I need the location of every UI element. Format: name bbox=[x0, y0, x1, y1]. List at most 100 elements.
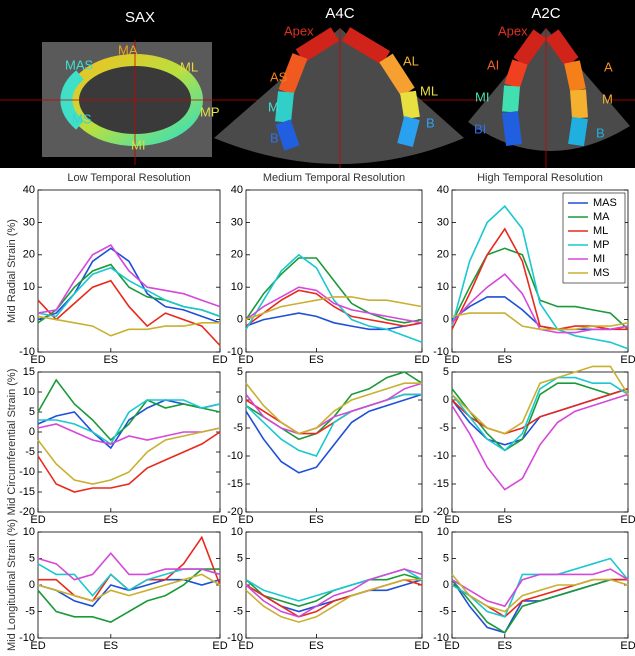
segment-label: A bbox=[604, 59, 613, 74]
plot-frame bbox=[246, 532, 422, 638]
y-tick-label: 30 bbox=[23, 216, 35, 228]
y-tick-label: 10 bbox=[231, 526, 243, 538]
y-tick-label: -10 bbox=[433, 450, 449, 462]
panel-title: High Temporal Resolution bbox=[477, 172, 603, 184]
x-tick-label: ES bbox=[103, 514, 118, 526]
x-tick-label: ES bbox=[309, 354, 324, 366]
segment-label: AI bbox=[487, 57, 499, 72]
x-tick-label: ED bbox=[620, 640, 635, 651]
x-tick-label: ED bbox=[238, 354, 253, 366]
y-tick-label: 10 bbox=[23, 281, 35, 293]
legend-label: MS bbox=[593, 267, 610, 279]
y-tick-label: -5 bbox=[233, 422, 243, 434]
x-tick-label: ED bbox=[444, 354, 459, 366]
segment-label: B bbox=[426, 115, 435, 130]
y-tick-label: 40 bbox=[231, 184, 243, 196]
segment-label: MA bbox=[118, 42, 138, 57]
a2c-wall bbox=[512, 62, 520, 86]
segment-label: ML bbox=[180, 59, 198, 74]
y-tick-label: 0 bbox=[443, 314, 449, 326]
a4c-wall bbox=[283, 92, 286, 122]
x-tick-label: ED bbox=[238, 514, 253, 526]
y-tick-label: 0 bbox=[29, 579, 35, 591]
segment-label: Apex bbox=[284, 23, 314, 38]
y-tick-label: 30 bbox=[437, 216, 449, 228]
y-tick-label: -5 bbox=[25, 605, 35, 617]
segment-label: BI bbox=[474, 121, 486, 136]
y-tick-label: 5 bbox=[29, 552, 35, 564]
segment-label: B bbox=[270, 130, 279, 145]
y-tick-label: 0 bbox=[29, 426, 35, 438]
x-tick-label: ED bbox=[212, 354, 227, 366]
segment-label: Apex bbox=[498, 23, 528, 38]
y-tick-label: 5 bbox=[443, 552, 449, 564]
y-tick-label: 10 bbox=[437, 281, 449, 293]
y-tick-label: -10 bbox=[227, 450, 243, 462]
x-tick-label: ES bbox=[497, 640, 512, 651]
legend-label: MI bbox=[593, 253, 605, 265]
legend-label: MAS bbox=[593, 197, 617, 209]
segment-label: M bbox=[268, 99, 279, 114]
a2c-wall bbox=[510, 112, 514, 145]
y-tick-label: 0 bbox=[237, 579, 243, 591]
x-tick-label: ED bbox=[30, 354, 45, 366]
x-tick-label: ED bbox=[414, 640, 429, 651]
x-tick-label: ED bbox=[620, 514, 635, 526]
x-tick-label: ED bbox=[414, 514, 429, 526]
y-tick-label: 40 bbox=[23, 184, 35, 196]
x-tick-label: ES bbox=[497, 354, 512, 366]
y-tick-label: -5 bbox=[25, 446, 35, 458]
y-tick-label: -15 bbox=[227, 478, 243, 490]
image-title: A2C bbox=[531, 5, 560, 22]
segment-label: MAS bbox=[65, 57, 94, 72]
plot-frame bbox=[246, 372, 422, 512]
segment-label: M bbox=[602, 91, 613, 106]
plot-frame bbox=[452, 372, 628, 512]
a4c-wall bbox=[408, 92, 412, 118]
y-tick-label: 10 bbox=[437, 526, 449, 538]
y-axis-label: Mid Radial Strain (%) bbox=[6, 219, 18, 323]
y-tick-label: 40 bbox=[437, 184, 449, 196]
x-tick-label: ES bbox=[497, 514, 512, 526]
x-tick-label: ED bbox=[414, 354, 429, 366]
y-tick-label: 20 bbox=[23, 249, 35, 261]
x-tick-label: ED bbox=[212, 640, 227, 651]
segment-label: AS bbox=[270, 69, 288, 84]
plot-frame bbox=[38, 532, 220, 638]
y-tick-label: 30 bbox=[231, 216, 243, 228]
a2c-wall bbox=[578, 90, 580, 118]
x-tick-label: ES bbox=[103, 354, 118, 366]
y-tick-label: 5 bbox=[29, 406, 35, 418]
x-tick-label: ED bbox=[212, 514, 227, 526]
y-tick-label: 0 bbox=[29, 314, 35, 326]
a2c-wall bbox=[510, 86, 512, 112]
x-tick-label: ED bbox=[30, 514, 45, 526]
a2c-wall bbox=[572, 62, 578, 90]
y-tick-label: -15 bbox=[19, 486, 35, 498]
y-tick-label: 0 bbox=[237, 314, 243, 326]
segment-label: MI bbox=[131, 137, 145, 152]
y-tick-label: -15 bbox=[433, 478, 449, 490]
x-tick-label: ED bbox=[444, 514, 459, 526]
image-title: A4C bbox=[325, 5, 354, 22]
y-tick-label: -5 bbox=[233, 605, 243, 617]
y-tick-label: -10 bbox=[19, 466, 35, 478]
y-axis-label: Mid Circumferential Strain (%) bbox=[6, 369, 18, 516]
legend-label: ML bbox=[593, 225, 608, 237]
y-tick-label: -5 bbox=[439, 422, 449, 434]
a4c-wall bbox=[283, 122, 292, 148]
x-tick-label: ED bbox=[620, 354, 635, 366]
y-tick-label: 0 bbox=[443, 394, 449, 406]
segment-label: AL bbox=[403, 53, 419, 68]
segment-label: MP bbox=[200, 104, 220, 119]
y-tick-label: 20 bbox=[437, 249, 449, 261]
x-tick-label: ED bbox=[444, 640, 459, 651]
x-tick-label: ED bbox=[238, 640, 253, 651]
y-tick-label: 5 bbox=[237, 366, 243, 378]
y-tick-label: 20 bbox=[231, 249, 243, 261]
y-axis-label: Mid Longitudinal Strain (%) bbox=[6, 519, 18, 651]
panel-title: Medium Temporal Resolution bbox=[263, 172, 405, 184]
y-tick-label: 10 bbox=[23, 386, 35, 398]
segment-label: ML bbox=[420, 83, 438, 98]
x-tick-label: ES bbox=[103, 640, 118, 651]
